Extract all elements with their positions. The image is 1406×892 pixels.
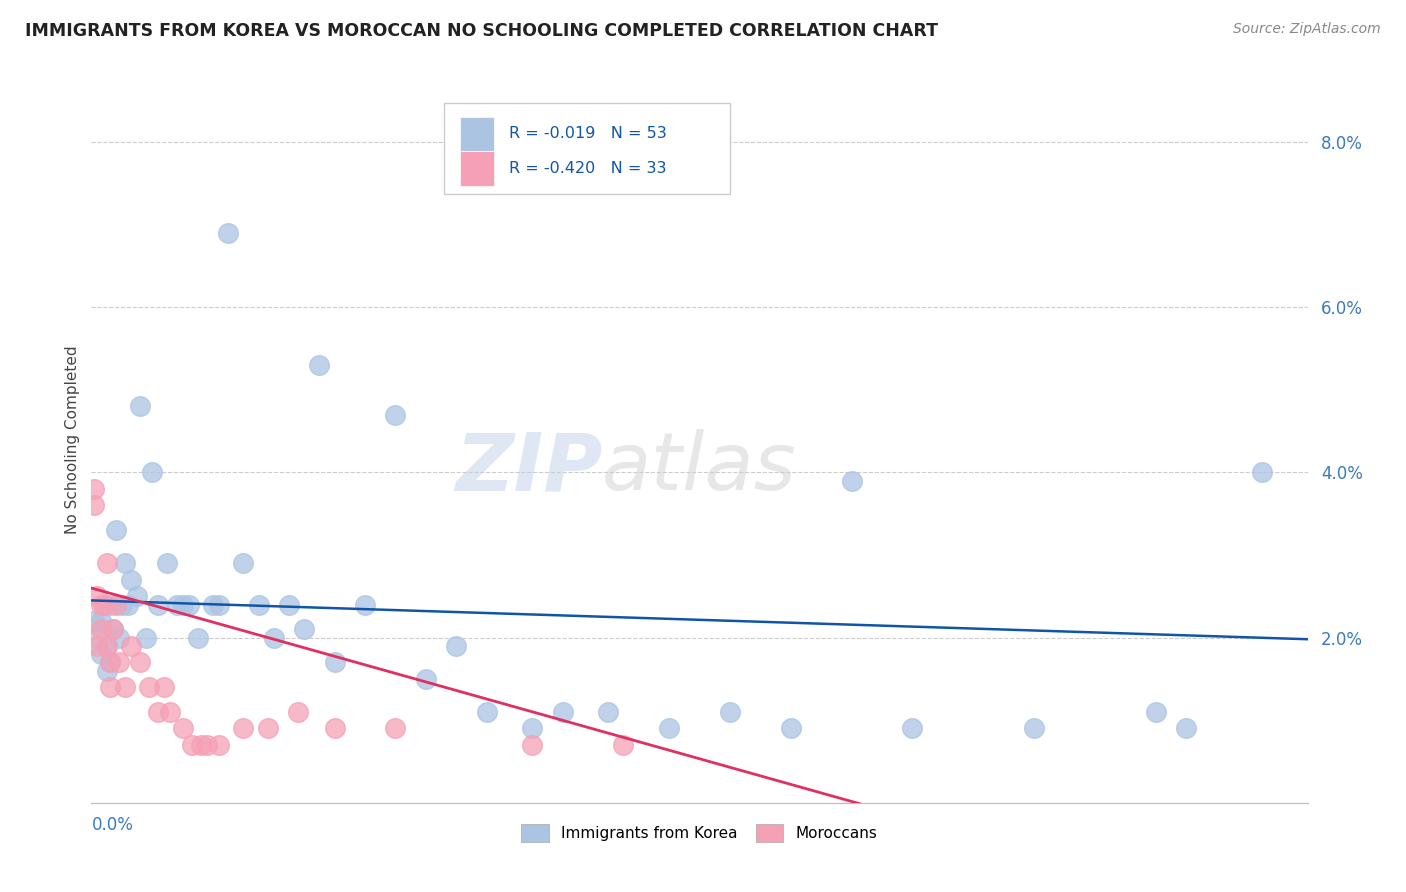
Point xyxy=(208,738,231,752)
Point xyxy=(308,358,330,372)
Y-axis label: No Schooling Completed: No Schooling Completed xyxy=(65,345,80,533)
Bar xyxy=(460,151,494,186)
Point xyxy=(323,722,346,736)
Point xyxy=(138,680,160,694)
Point xyxy=(98,680,121,694)
Point xyxy=(195,738,218,752)
Point xyxy=(217,226,239,240)
Legend: Immigrants from Korea, Moroccans: Immigrants from Korea, Moroccans xyxy=(513,817,886,850)
Point xyxy=(83,499,105,513)
Point xyxy=(384,408,406,422)
Point xyxy=(120,639,142,653)
Point xyxy=(98,598,121,612)
Point xyxy=(104,598,127,612)
Point xyxy=(187,631,209,645)
Point xyxy=(148,598,170,612)
Point xyxy=(129,399,152,413)
Text: IMMIGRANTS FROM KOREA VS MOROCCAN NO SCHOOLING COMPLETED CORRELATION CHART: IMMIGRANTS FROM KOREA VS MOROCCAN NO SCH… xyxy=(25,22,938,40)
Point xyxy=(141,466,163,480)
Point xyxy=(89,614,111,628)
Point xyxy=(172,722,194,736)
Point xyxy=(522,722,544,736)
Text: atlas: atlas xyxy=(602,429,797,508)
Text: ZIP: ZIP xyxy=(454,429,602,508)
Point xyxy=(278,598,301,612)
Point xyxy=(107,631,129,645)
Text: R = -0.019   N = 53: R = -0.019 N = 53 xyxy=(509,127,666,142)
Point xyxy=(120,573,142,587)
Point xyxy=(180,738,202,752)
Point xyxy=(98,656,121,670)
Text: Source: ZipAtlas.com: Source: ZipAtlas.com xyxy=(1233,22,1381,37)
Point xyxy=(98,656,121,670)
Point xyxy=(114,680,136,694)
Point xyxy=(658,722,681,736)
Point xyxy=(101,623,124,637)
FancyBboxPatch shape xyxy=(444,103,730,194)
Point xyxy=(96,639,118,653)
Point xyxy=(107,656,129,670)
Point xyxy=(148,705,170,719)
Point xyxy=(86,589,108,603)
Point xyxy=(125,589,148,603)
Point xyxy=(256,722,278,736)
Point xyxy=(177,598,200,612)
Point xyxy=(1144,705,1167,719)
Point xyxy=(1022,722,1045,736)
Point xyxy=(86,639,108,653)
Point xyxy=(841,474,863,488)
Point xyxy=(117,598,139,612)
Point xyxy=(475,705,498,719)
Point xyxy=(159,705,181,719)
Point xyxy=(323,656,346,670)
Point xyxy=(156,556,179,570)
Point xyxy=(232,722,254,736)
Point xyxy=(1251,466,1274,480)
Point xyxy=(522,738,544,752)
Point xyxy=(598,705,620,719)
Point xyxy=(247,598,270,612)
Point xyxy=(101,623,124,637)
Bar xyxy=(460,117,494,152)
Point xyxy=(96,664,118,678)
Point xyxy=(83,614,105,628)
Point xyxy=(153,680,176,694)
Point xyxy=(444,639,467,653)
Point xyxy=(1174,722,1197,736)
Point xyxy=(86,631,108,645)
Point xyxy=(292,623,315,637)
Point xyxy=(208,598,231,612)
Point xyxy=(901,722,924,736)
Point xyxy=(287,705,309,719)
Point xyxy=(96,639,118,653)
Point xyxy=(172,598,194,612)
Text: R = -0.420   N = 33: R = -0.420 N = 33 xyxy=(509,161,666,176)
Point xyxy=(93,598,115,612)
Point xyxy=(415,672,437,686)
Point xyxy=(89,623,111,637)
Point xyxy=(129,656,152,670)
Point xyxy=(93,598,115,612)
Point xyxy=(232,556,254,570)
Point xyxy=(718,705,741,719)
Point xyxy=(111,598,134,612)
Point xyxy=(263,631,285,645)
Point xyxy=(166,598,188,612)
Point xyxy=(114,556,136,570)
Point xyxy=(779,722,801,736)
Point xyxy=(96,556,118,570)
Point xyxy=(89,598,111,612)
Point xyxy=(135,631,157,645)
Point xyxy=(83,482,105,496)
Point xyxy=(202,598,225,612)
Point xyxy=(612,738,634,752)
Text: 0.0%: 0.0% xyxy=(91,816,134,834)
Point xyxy=(89,647,111,661)
Point xyxy=(551,705,574,719)
Point xyxy=(384,722,406,736)
Point xyxy=(190,738,212,752)
Point xyxy=(104,523,127,537)
Point xyxy=(354,598,377,612)
